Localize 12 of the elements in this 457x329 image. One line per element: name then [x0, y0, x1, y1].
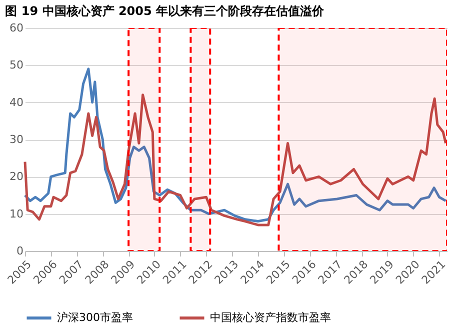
y-tick-label: 10 — [10, 207, 24, 220]
y-tick-label: 60 — [10, 22, 24, 34]
legend-label: 沪深300市盈率 — [57, 311, 133, 324]
line-series — [24, 94, 447, 226]
y-tick-label: 50 — [10, 58, 24, 72]
y-tick-label: 40 — [10, 96, 24, 109]
line-series — [24, 68, 447, 223]
y-tick-label: 0 — [16, 244, 24, 258]
chart-title: 图 19 中国核心资产 2005 年以来有三个阶段存在估值溢价 — [5, 4, 326, 18]
y-tick-label: 20 — [10, 170, 24, 184]
legend-label: 中国核心资产指数市盈率 — [210, 311, 331, 324]
y-tick-label: 30 — [10, 133, 24, 146]
